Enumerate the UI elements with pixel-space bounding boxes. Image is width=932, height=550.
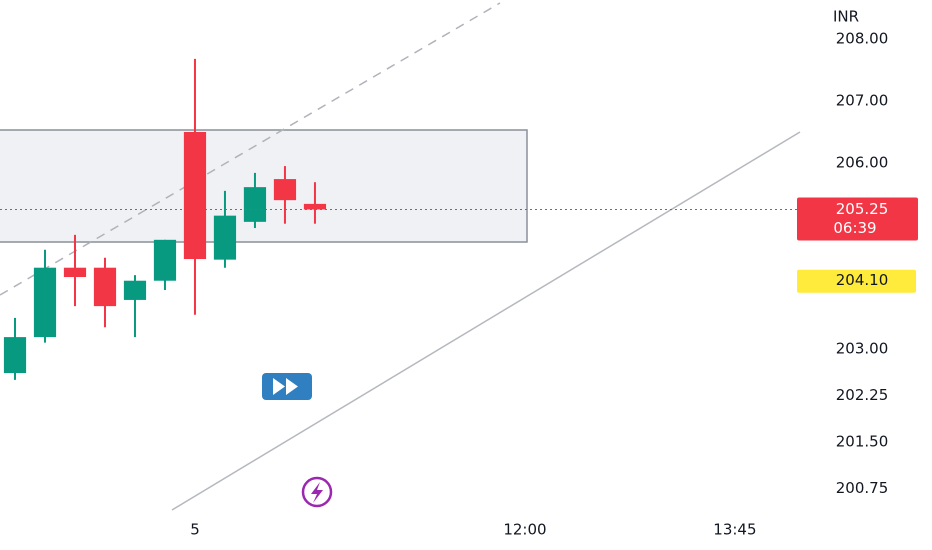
candle-body bbox=[153, 239, 177, 281]
y-tick-label: 203.00 bbox=[836, 339, 889, 357]
y-tick-label: 208.00 bbox=[836, 30, 889, 48]
range-box bbox=[0, 129, 528, 243]
last-price-label: 205.25 bbox=[836, 200, 889, 218]
dashed-trend-line bbox=[0, 2, 501, 296]
x-tick-label: 5 bbox=[190, 521, 200, 539]
x-tick-label: 12:00 bbox=[503, 521, 546, 539]
price-marker-label: 204.10 bbox=[836, 271, 889, 289]
candle-body bbox=[33, 267, 57, 338]
candle-body bbox=[303, 203, 327, 210]
candle-body bbox=[183, 131, 207, 260]
candle-body bbox=[243, 187, 267, 222]
last-price-tag bbox=[797, 197, 918, 241]
candle-body bbox=[213, 215, 237, 260]
currency-label: INR bbox=[833, 8, 859, 26]
fast-forward-button[interactable] bbox=[262, 373, 312, 400]
trend-line bbox=[171, 131, 801, 511]
y-tick-label: 206.00 bbox=[836, 153, 889, 171]
y-tick-label: 202.25 bbox=[836, 386, 889, 404]
candle-body bbox=[93, 267, 117, 307]
x-tick-label: 13:45 bbox=[713, 521, 756, 539]
candle-body bbox=[273, 179, 297, 201]
y-tick-label: 200.75 bbox=[836, 479, 889, 497]
countdown-label: 06:39 bbox=[833, 219, 876, 237]
lightning-icon[interactable] bbox=[301, 476, 333, 508]
y-tick-label: 207.00 bbox=[836, 92, 889, 110]
candle-body bbox=[3, 337, 27, 374]
candle-body bbox=[63, 267, 87, 277]
candle-body bbox=[123, 280, 147, 300]
y-tick-label: 201.50 bbox=[836, 432, 889, 450]
marks bbox=[3, 58, 327, 380]
price-marker-tag bbox=[797, 269, 916, 293]
